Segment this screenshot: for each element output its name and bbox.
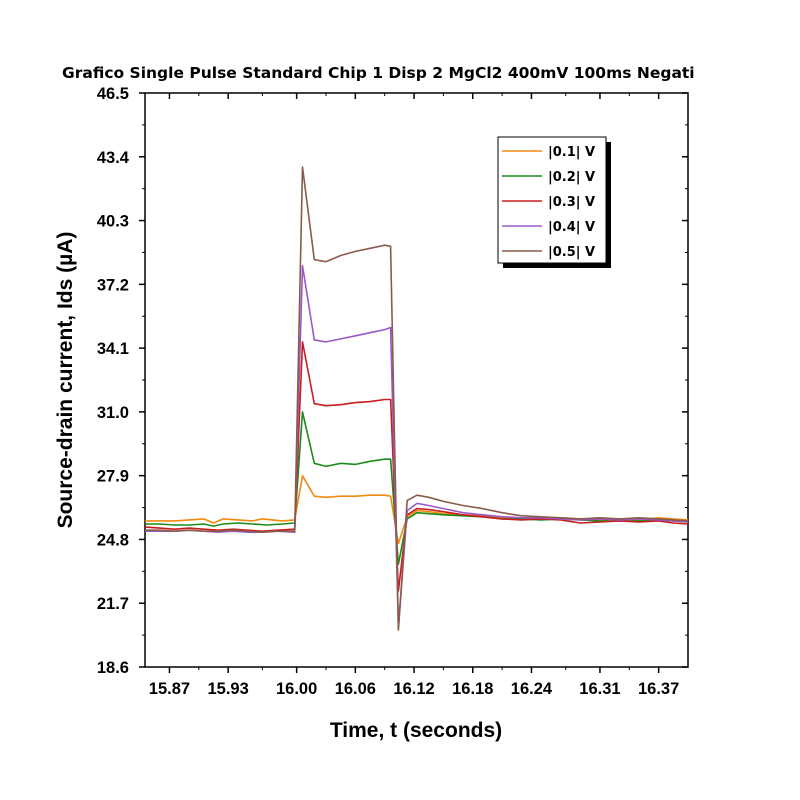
chart-title: Grafico Single Pulse Standard Chip 1 Dis… (62, 64, 695, 82)
y-tick-label: 21.7 (97, 595, 129, 613)
x-axis-title: Time, t (seconds) (330, 719, 502, 742)
legend-label: |0.3| V (548, 195, 595, 210)
x-tick-label: 15.87 (149, 680, 190, 698)
y-tick-label: 34.1 (97, 340, 129, 358)
y-tick-label: 43.4 (97, 149, 130, 167)
x-tick-label: 16.24 (511, 680, 553, 698)
x-tick-label: 16.06 (335, 680, 376, 698)
x-tick-label: 16.37 (638, 680, 679, 698)
x-tick-label: 16.12 (393, 680, 434, 698)
series-lines (144, 166, 689, 631)
y-tick-label: 18.6 (97, 659, 129, 677)
legend-label: |0.4| V (548, 220, 595, 235)
axis-ticks (139, 92, 688, 673)
y-tick-label: 24.8 (97, 531, 129, 549)
x-tick-label: 16.00 (276, 680, 317, 698)
y-axis-tick-labels: 18.6 21.7 24.8 27.9 31.0 34.1 37.2 40.3 43.4 46.5 (97, 85, 130, 677)
series-line-5 (145, 166, 689, 631)
y-axis-title: Source-drain current, Ids (µA) (54, 232, 77, 529)
legend-label: |0.2| V (548, 170, 595, 185)
x-axis-tick-labels: 15.87 15.93 16.00 16.06 16.12 16.18 16.24 16.31… (149, 680, 679, 698)
series-line-4 (145, 264, 689, 629)
legend-label: |0.1| V (548, 145, 595, 160)
series-line-3 (144, 341, 689, 592)
legend: |0.1| V |0.2| V |0.3| V |0.4| V |0.5| V (497, 136, 611, 268)
y-tick-label: 37.2 (97, 276, 129, 294)
legend-label: |0.5| V (548, 245, 595, 260)
series-line-2 (145, 411, 689, 565)
x-tick-label: 15.93 (208, 680, 249, 698)
y-tick-label: 31.0 (97, 404, 129, 422)
legend-box (497, 136, 607, 264)
x-tick-label: 16.31 (579, 680, 620, 698)
y-tick-label: 27.9 (97, 468, 129, 486)
y-tick-label: 40.3 (97, 213, 129, 231)
y-tick-label: 46.5 (97, 85, 129, 103)
x-tick-label: 16.18 (452, 680, 493, 698)
